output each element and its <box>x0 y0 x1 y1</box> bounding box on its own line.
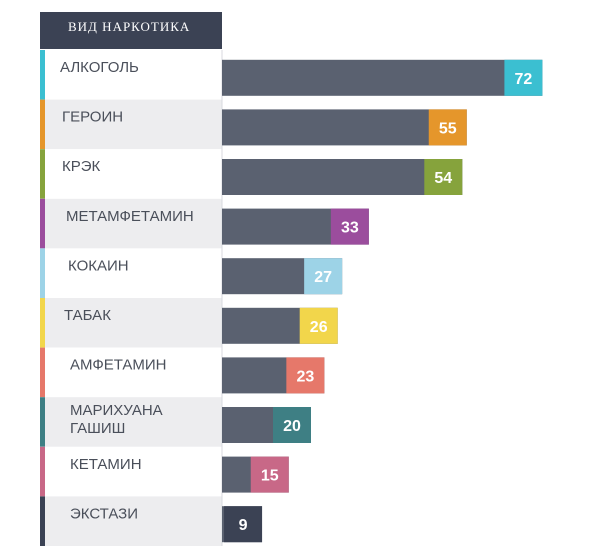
value-box <box>250 456 289 493</box>
category-label-line: КРЭК <box>62 158 101 175</box>
bar <box>222 109 467 146</box>
label-row-background <box>40 397 222 447</box>
bar <box>222 159 463 195</box>
value-label: 72 <box>515 71 533 88</box>
label-row-background <box>40 298 222 348</box>
label-color-stripe <box>40 446 45 497</box>
label-color-stripe <box>40 198 45 249</box>
value-box <box>330 208 369 245</box>
label-row-background <box>40 347 222 398</box>
label-row-background <box>40 248 222 298</box>
category-label-line: ГЕРОИН <box>62 109 123 126</box>
label-row-background <box>40 446 222 497</box>
value-label: 55 <box>439 120 457 137</box>
column-header-background <box>40 12 222 49</box>
category-label-line: АМФЕТАМИН <box>70 357 167 374</box>
category-label-line: ГАШИШ <box>70 420 125 437</box>
category-label: ЭКСТАЗИ <box>70 505 138 522</box>
category-label: АЛКОГОЛЬ <box>60 59 139 76</box>
label-color-stripe <box>40 99 45 150</box>
value-label: 26 <box>310 319 328 336</box>
value-label: 20 <box>283 418 301 435</box>
bar <box>222 59 543 96</box>
category-label-line: МЕТАМФЕТАМИН <box>66 208 194 225</box>
column-header-title: ВИД НАРКОТИКА <box>68 19 190 34</box>
value-label: 9 <box>239 517 248 534</box>
category-label: МЕТАМФЕТАМИН <box>66 208 194 225</box>
category-label: АМФЕТАМИН <box>70 357 167 374</box>
label-color-stripe <box>40 298 45 348</box>
value-label: 27 <box>314 269 332 286</box>
value-box <box>224 506 263 543</box>
value-box <box>286 357 325 394</box>
label-color-stripe <box>40 50 45 100</box>
label-color-stripe <box>40 347 45 398</box>
bars: 72 55 54 33 27 26 23 20 15 9 <box>222 59 543 543</box>
label-row-background <box>40 99 222 150</box>
category-label-line: КЕТАМИН <box>70 456 142 473</box>
label-row-background <box>40 149 222 199</box>
value-label: 15 <box>261 468 279 485</box>
category-label: КЕТАМИН <box>70 456 142 473</box>
category-label: МАРИХУАНА ГАШИШ <box>70 402 163 437</box>
category-label-line: АЛКОГОЛЬ <box>60 59 139 76</box>
category-label: ТАБАК <box>64 307 111 324</box>
value-box <box>424 159 463 195</box>
value-label: 33 <box>341 220 359 237</box>
value-box <box>428 109 467 146</box>
category-label-line: ТАБАК <box>64 307 111 324</box>
category-label: КРЭК <box>62 158 101 175</box>
label-color-stripe <box>40 496 45 546</box>
category-labels: АЛКОГОЛЬ ГЕРОИН КРЭК МЕТАМФЕТАМИН КОКАИН ТАБА… <box>40 50 223 546</box>
value-box <box>504 59 543 96</box>
category-label-line: МАРИХУАНА <box>70 402 163 419</box>
category-label: КОКАИН <box>68 257 129 274</box>
value-box <box>299 307 338 344</box>
label-color-stripe <box>40 248 45 298</box>
label-row-background <box>40 198 222 249</box>
label-color-stripe <box>40 397 45 447</box>
category-label-line: КОКАИН <box>68 257 129 274</box>
value-label: 23 <box>296 368 314 385</box>
category-label: ГЕРОИН <box>62 109 123 126</box>
value-label: 54 <box>434 170 452 187</box>
label-color-stripe <box>40 149 45 199</box>
value-box <box>273 407 311 443</box>
label-row-background <box>40 496 222 546</box>
label-row-background <box>40 50 222 100</box>
category-label-line: ЭКСТАЗИ <box>70 505 138 522</box>
value-box <box>304 258 343 295</box>
column-header: ВИД НАРКОТИКА <box>40 12 222 49</box>
